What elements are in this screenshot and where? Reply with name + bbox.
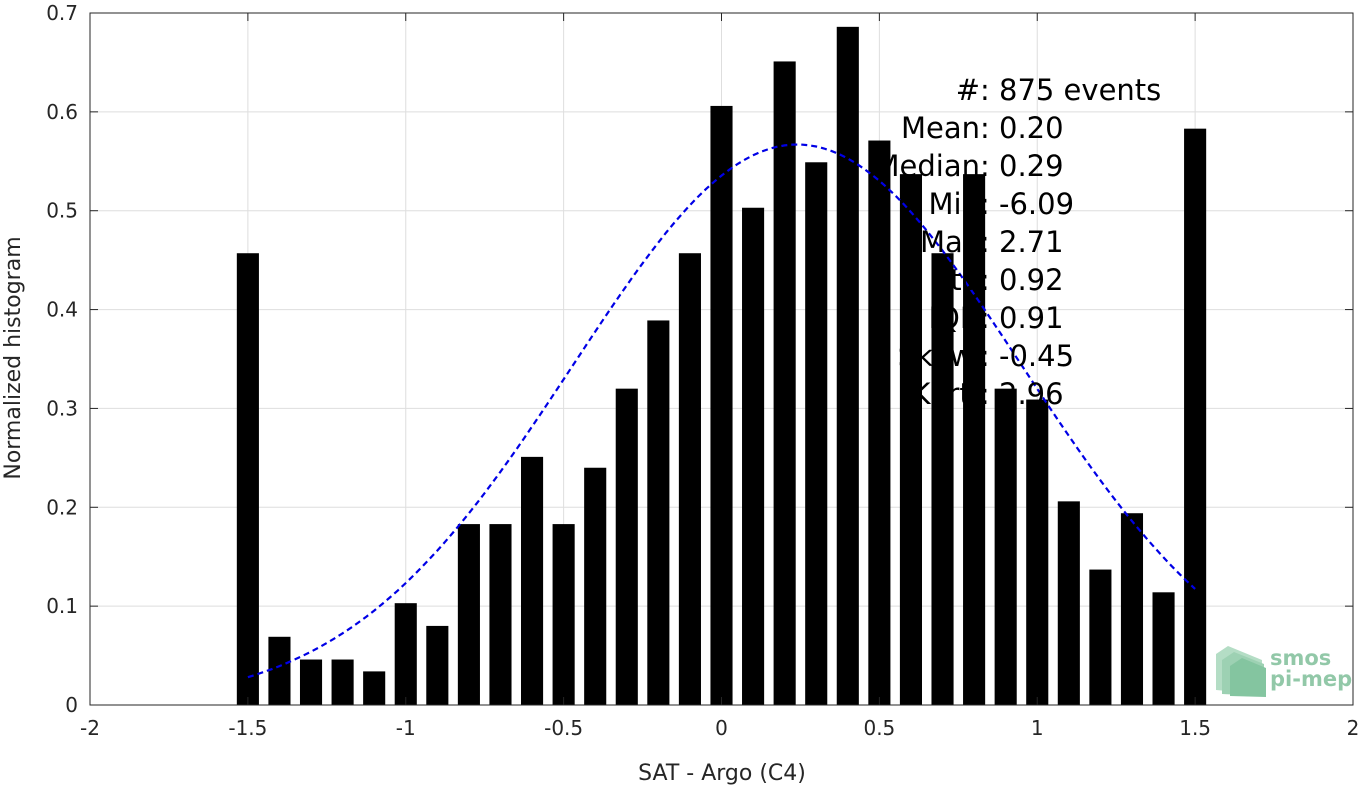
histogram-bar (1120, 513, 1144, 705)
stat-label: Skew. (898, 339, 980, 373)
y-tick-label: 0.7 (46, 1, 78, 25)
y-tick-label: 0.1 (46, 594, 78, 618)
x-tick-label: -2 (80, 716, 100, 740)
stat-value: : 2.96 (980, 377, 1064, 411)
histogram-bar (363, 671, 386, 705)
logo-line-2: pi-mep (1270, 667, 1352, 691)
y-axis-ticks: 0 0.1 0.2 0.3 0.4 0.5 0.6 0.7 (46, 1, 1353, 717)
stat-label: Mean (901, 111, 980, 145)
stat-value: : 0.92 (980, 263, 1064, 297)
histogram-bar (394, 603, 417, 705)
x-tick-label: 0 (715, 716, 728, 740)
histogram-bar (931, 253, 954, 706)
histogram-bar (899, 174, 923, 705)
stat-label: Kurt. (912, 377, 980, 411)
histogram-bar (331, 659, 354, 705)
histogram-bar (299, 659, 323, 705)
stat-value: : 0.29 (980, 149, 1064, 183)
smos-pi-mep-logo: smos pi-mep (1216, 646, 1352, 697)
histogram-bar (647, 320, 670, 705)
histogram-bar (520, 456, 544, 705)
x-tick-label: 2 (1347, 716, 1360, 740)
histogram-bar (236, 253, 259, 706)
histogram-bars (236, 26, 1207, 706)
y-tick-label: 0.2 (46, 495, 78, 519)
histogram-bar (1184, 128, 1207, 706)
histogram-bar (584, 467, 607, 705)
y-tick-label: 0.6 (46, 100, 78, 124)
histogram-bar (1152, 592, 1175, 705)
histogram-bar (489, 524, 512, 705)
histogram-bar (742, 207, 765, 705)
y-tick-label: 0 (65, 693, 78, 717)
stat-label: # (956, 73, 980, 107)
histogram-bar (868, 140, 891, 706)
stat-label: Median (875, 149, 980, 183)
stat-label: Min (929, 187, 980, 221)
x-tick-label: 0.5 (863, 716, 895, 740)
stat-label: Max (920, 225, 980, 259)
x-tick-label: -0.5 (544, 716, 583, 740)
x-axis-ticks: -2 -1.5 -1 -0.5 0 0.5 1 1.5 2 (80, 13, 1359, 740)
x-tick-label: -1.5 (228, 716, 267, 740)
y-tick-label: 0.4 (46, 298, 78, 322)
histogram-bar (615, 388, 638, 705)
histogram-bar (710, 105, 733, 705)
logo-line-1: smos (1270, 646, 1331, 670)
histogram-bar (426, 625, 449, 705)
y-tick-label: 0.5 (46, 199, 78, 223)
stat-value: : 0.91 (980, 301, 1064, 335)
histogram-bar (836, 26, 859, 705)
logo-waves-icon (1216, 646, 1266, 697)
x-tick-label: 1 (1031, 716, 1044, 740)
stat-value: : -0.45 (980, 339, 1074, 373)
histogram-bar (1089, 569, 1112, 705)
x-axis-label: SAT - Argo (C4) (638, 761, 806, 786)
histogram-bar (1026, 399, 1049, 705)
histogram-bar (678, 253, 701, 706)
gaussian-fit-curve (247, 143, 1196, 679)
x-tick-label: -1 (396, 716, 416, 740)
histogram-bar (457, 524, 480, 705)
histogram-bar (773, 61, 796, 705)
stat-value: : 875 events (980, 73, 1161, 107)
histogram-bar (552, 524, 575, 705)
histogram-bar (994, 388, 1017, 705)
stat-value: : 2.71 (980, 225, 1064, 259)
stat-value: : -6.09 (980, 187, 1074, 221)
y-tick-label: 0.3 (46, 396, 78, 420)
x-tick-label: 1.5 (1179, 716, 1211, 740)
histogram-bar (963, 174, 986, 705)
stat-label: IQR (928, 301, 980, 335)
stat-label: Std (932, 263, 980, 297)
histogram-bar (268, 636, 291, 705)
y-axis-label: Normalized histogram (1, 236, 26, 479)
stat-value: : 0.20 (980, 111, 1064, 145)
histogram-bar (1057, 501, 1080, 705)
histogram-bar (805, 162, 828, 705)
